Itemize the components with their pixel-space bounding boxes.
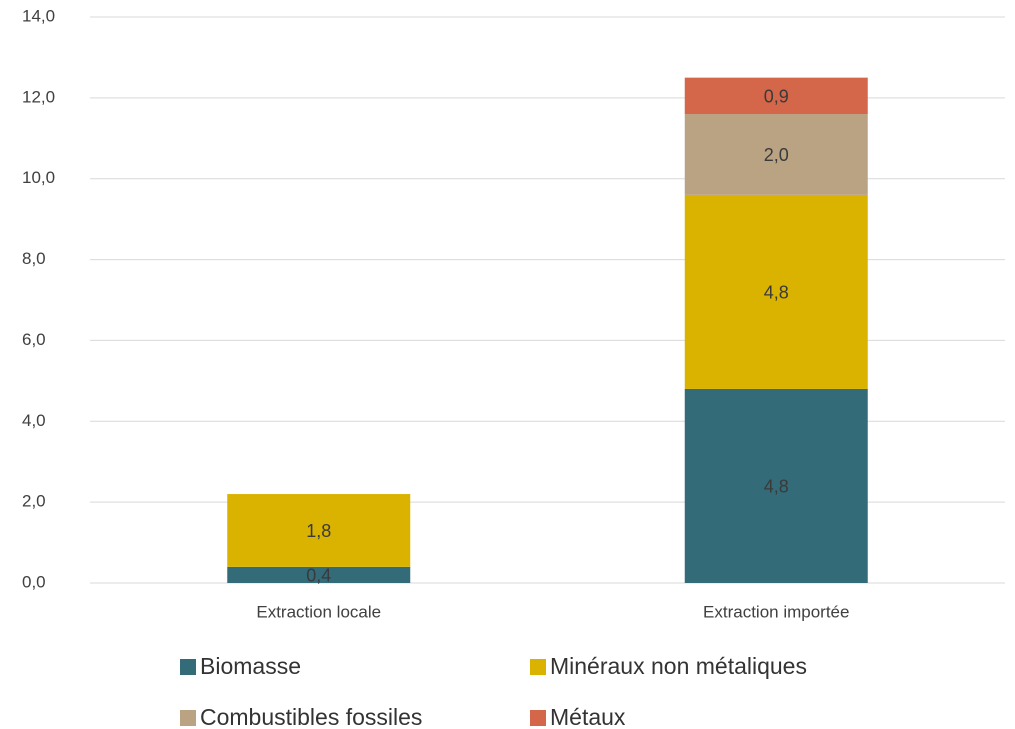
- y-tick-label: 2,0: [22, 492, 46, 511]
- y-tick-label: 6,0: [22, 330, 46, 349]
- data-label: 4,8: [764, 477, 789, 497]
- legend-label: Métaux: [550, 704, 626, 729]
- data-label: 1,8: [306, 521, 331, 541]
- legend-swatch: [180, 659, 196, 675]
- legend-swatch: [530, 659, 546, 675]
- bar-segment: [684, 194, 868, 389]
- y-tick-label: 4,0: [22, 411, 46, 430]
- bar-segment: [684, 77, 868, 115]
- x-tick-label: Extraction locale: [256, 602, 381, 621]
- y-tick-label: 0,0: [22, 572, 46, 591]
- bar-segment: [227, 494, 411, 567]
- y-tick-label: 10,0: [22, 168, 55, 187]
- data-label: 4,8: [764, 283, 789, 303]
- legend-label: Biomasse: [200, 653, 301, 679]
- y-tick-label: 8,0: [22, 249, 46, 268]
- data-label: 2,0: [764, 145, 789, 165]
- y-tick-label: 14,0: [22, 6, 55, 25]
- y-tick-label: 12,0: [22, 87, 55, 106]
- data-label: 0,4: [306, 566, 331, 586]
- legend-label: Combustibles fossiles: [200, 704, 422, 729]
- x-tick-label: Extraction importée: [703, 602, 849, 621]
- legend-swatch: [530, 710, 546, 726]
- legend-label: Minéraux non métaliques: [550, 653, 807, 679]
- bar-segment: [684, 114, 868, 195]
- bar-segment: [227, 566, 411, 583]
- data-label: 0,9: [764, 87, 789, 107]
- bar-segment: [684, 388, 868, 583]
- legend-swatch: [180, 710, 196, 726]
